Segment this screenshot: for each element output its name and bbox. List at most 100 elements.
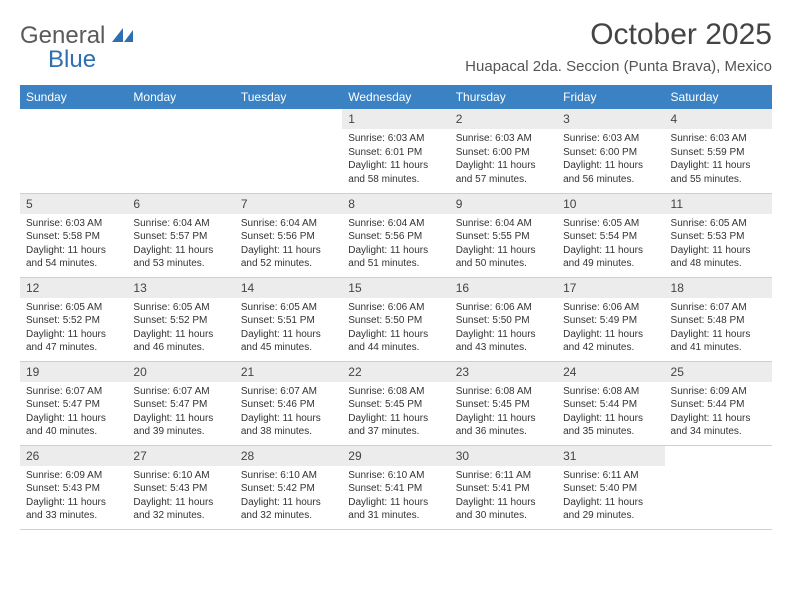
location-text: Huapacal 2da. Seccion (Punta Brava), Mex… (465, 58, 772, 75)
day-details: Sunrise: 6:06 AMSunset: 5:49 PMDaylight:… (557, 298, 664, 359)
day-number: 23 (450, 362, 557, 382)
day-details: Sunrise: 6:07 AMSunset: 5:47 PMDaylight:… (20, 382, 127, 443)
day-cell: 9Sunrise: 6:04 AMSunset: 5:55 PMDaylight… (450, 193, 557, 277)
day-details: Sunrise: 6:07 AMSunset: 5:48 PMDaylight:… (665, 298, 772, 359)
day-cell: 22Sunrise: 6:08 AMSunset: 5:45 PMDayligh… (342, 361, 449, 445)
day-number: 21 (235, 362, 342, 382)
day-details: Sunrise: 6:09 AMSunset: 5:43 PMDaylight:… (20, 466, 127, 527)
day-details: Sunrise: 6:09 AMSunset: 5:44 PMDaylight:… (665, 382, 772, 443)
calendar-row: 12Sunrise: 6:05 AMSunset: 5:52 PMDayligh… (20, 277, 772, 361)
day-number: 17 (557, 278, 664, 298)
day-cell: 16Sunrise: 6:06 AMSunset: 5:50 PMDayligh… (450, 277, 557, 361)
day-details: Sunrise: 6:11 AMSunset: 5:41 PMDaylight:… (450, 466, 557, 527)
day-number: 18 (665, 278, 772, 298)
day-details: Sunrise: 6:08 AMSunset: 5:44 PMDaylight:… (557, 382, 664, 443)
day-cell: 2Sunrise: 6:03 AMSunset: 6:00 PMDaylight… (450, 109, 557, 193)
day-cell: 13Sunrise: 6:05 AMSunset: 5:52 PMDayligh… (127, 277, 234, 361)
day-details: Sunrise: 6:05 AMSunset: 5:53 PMDaylight:… (665, 214, 772, 275)
weekday-header-row: SundayMondayTuesdayWednesdayThursdayFrid… (20, 85, 772, 109)
day-cell: 23Sunrise: 6:08 AMSunset: 5:45 PMDayligh… (450, 361, 557, 445)
calendar-row: 19Sunrise: 6:07 AMSunset: 5:47 PMDayligh… (20, 361, 772, 445)
day-number: 10 (557, 194, 664, 214)
day-details: Sunrise: 6:07 AMSunset: 5:46 PMDaylight:… (235, 382, 342, 443)
day-number: 30 (450, 446, 557, 466)
day-number: 12 (20, 278, 127, 298)
day-number: 26 (20, 446, 127, 466)
day-cell: 27Sunrise: 6:10 AMSunset: 5:43 PMDayligh… (127, 445, 234, 529)
day-details: Sunrise: 6:10 AMSunset: 5:43 PMDaylight:… (127, 466, 234, 527)
empty-cell (665, 445, 772, 529)
weekday-header: Saturday (665, 85, 772, 109)
day-number: 20 (127, 362, 234, 382)
day-details: Sunrise: 6:05 AMSunset: 5:51 PMDaylight:… (235, 298, 342, 359)
day-number: 7 (235, 194, 342, 214)
day-details: Sunrise: 6:04 AMSunset: 5:57 PMDaylight:… (127, 214, 234, 275)
month-title: October 2025 (465, 18, 772, 52)
day-number: 6 (127, 194, 234, 214)
day-cell: 26Sunrise: 6:09 AMSunset: 5:43 PMDayligh… (20, 445, 127, 529)
day-details: Sunrise: 6:05 AMSunset: 5:52 PMDaylight:… (20, 298, 127, 359)
day-number: 13 (127, 278, 234, 298)
day-cell: 4Sunrise: 6:03 AMSunset: 5:59 PMDaylight… (665, 109, 772, 193)
day-details: Sunrise: 6:03 AMSunset: 6:00 PMDaylight:… (557, 129, 664, 190)
day-details: Sunrise: 6:06 AMSunset: 5:50 PMDaylight:… (342, 298, 449, 359)
day-cell: 17Sunrise: 6:06 AMSunset: 5:49 PMDayligh… (557, 277, 664, 361)
day-cell: 15Sunrise: 6:06 AMSunset: 5:50 PMDayligh… (342, 277, 449, 361)
day-cell: 30Sunrise: 6:11 AMSunset: 5:41 PMDayligh… (450, 445, 557, 529)
weekday-header: Monday (127, 85, 234, 109)
day-number: 8 (342, 194, 449, 214)
day-cell: 5Sunrise: 6:03 AMSunset: 5:58 PMDaylight… (20, 193, 127, 277)
day-number: 11 (665, 194, 772, 214)
day-details: Sunrise: 6:06 AMSunset: 5:50 PMDaylight:… (450, 298, 557, 359)
day-details: Sunrise: 6:10 AMSunset: 5:41 PMDaylight:… (342, 466, 449, 527)
weekday-header: Wednesday (342, 85, 449, 109)
day-cell: 20Sunrise: 6:07 AMSunset: 5:47 PMDayligh… (127, 361, 234, 445)
logo-sail-icon (112, 30, 134, 47)
day-cell: 6Sunrise: 6:04 AMSunset: 5:57 PMDaylight… (127, 193, 234, 277)
day-number: 2 (450, 109, 557, 129)
day-number: 16 (450, 278, 557, 298)
day-number: 3 (557, 109, 664, 129)
empty-cell (127, 109, 234, 193)
day-details: Sunrise: 6:05 AMSunset: 5:54 PMDaylight:… (557, 214, 664, 275)
calendar-row: 5Sunrise: 6:03 AMSunset: 5:58 PMDaylight… (20, 193, 772, 277)
weekday-header: Friday (557, 85, 664, 109)
day-details: Sunrise: 6:04 AMSunset: 5:56 PMDaylight:… (342, 214, 449, 275)
day-cell: 8Sunrise: 6:04 AMSunset: 5:56 PMDaylight… (342, 193, 449, 277)
calendar-body: 1Sunrise: 6:03 AMSunset: 6:01 PMDaylight… (20, 109, 772, 529)
day-cell: 21Sunrise: 6:07 AMSunset: 5:46 PMDayligh… (235, 361, 342, 445)
day-number: 29 (342, 446, 449, 466)
day-cell: 29Sunrise: 6:10 AMSunset: 5:41 PMDayligh… (342, 445, 449, 529)
day-cell: 24Sunrise: 6:08 AMSunset: 5:44 PMDayligh… (557, 361, 664, 445)
day-cell: 11Sunrise: 6:05 AMSunset: 5:53 PMDayligh… (665, 193, 772, 277)
day-cell: 1Sunrise: 6:03 AMSunset: 6:01 PMDaylight… (342, 109, 449, 193)
weekday-header: Tuesday (235, 85, 342, 109)
day-number: 25 (665, 362, 772, 382)
day-details: Sunrise: 6:05 AMSunset: 5:52 PMDaylight:… (127, 298, 234, 359)
day-number: 15 (342, 278, 449, 298)
day-details: Sunrise: 6:08 AMSunset: 5:45 PMDaylight:… (450, 382, 557, 443)
empty-cell (235, 109, 342, 193)
day-cell: 25Sunrise: 6:09 AMSunset: 5:44 PMDayligh… (665, 361, 772, 445)
day-details: Sunrise: 6:08 AMSunset: 5:45 PMDaylight:… (342, 382, 449, 443)
title-block: October 2025 Huapacal 2da. Seccion (Punt… (465, 18, 772, 75)
day-cell: 12Sunrise: 6:05 AMSunset: 5:52 PMDayligh… (20, 277, 127, 361)
day-number: 24 (557, 362, 664, 382)
day-details: Sunrise: 6:11 AMSunset: 5:40 PMDaylight:… (557, 466, 664, 527)
day-number: 19 (20, 362, 127, 382)
logo: General Blue (20, 24, 134, 72)
day-number: 31 (557, 446, 664, 466)
day-number: 22 (342, 362, 449, 382)
day-details: Sunrise: 6:03 AMSunset: 5:59 PMDaylight:… (665, 129, 772, 190)
day-cell: 19Sunrise: 6:07 AMSunset: 5:47 PMDayligh… (20, 361, 127, 445)
logo-word-2: Blue (48, 46, 96, 73)
day-cell: 18Sunrise: 6:07 AMSunset: 5:48 PMDayligh… (665, 277, 772, 361)
day-cell: 28Sunrise: 6:10 AMSunset: 5:42 PMDayligh… (235, 445, 342, 529)
day-details: Sunrise: 6:07 AMSunset: 5:47 PMDaylight:… (127, 382, 234, 443)
day-number: 9 (450, 194, 557, 214)
header: General Blue October 2025 Huapacal 2da. … (20, 18, 772, 75)
day-details: Sunrise: 6:10 AMSunset: 5:42 PMDaylight:… (235, 466, 342, 527)
day-details: Sunrise: 6:03 AMSunset: 6:00 PMDaylight:… (450, 129, 557, 190)
day-details: Sunrise: 6:04 AMSunset: 5:56 PMDaylight:… (235, 214, 342, 275)
day-cell: 7Sunrise: 6:04 AMSunset: 5:56 PMDaylight… (235, 193, 342, 277)
